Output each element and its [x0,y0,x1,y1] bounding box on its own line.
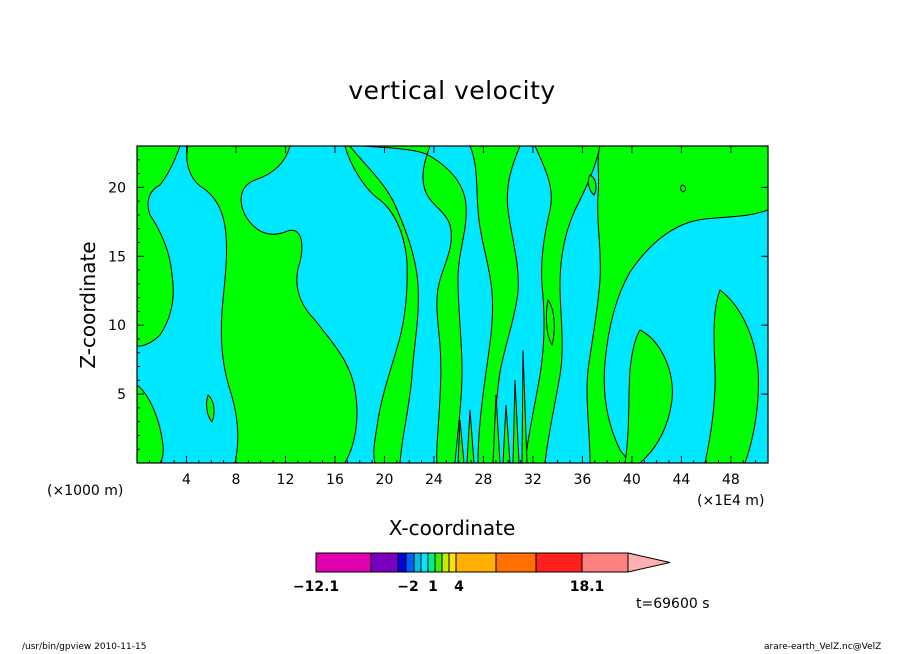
colorbar-tick-label: −12.1 [293,579,339,595]
x-unit-note: (×1E4 m) [697,493,765,509]
y-tick-label: 10 [108,318,126,334]
x-tick-label: 24 [425,472,443,488]
positive-velocity-region [186,146,358,463]
colorbar-segment [427,552,436,573]
positive-velocity-region [359,146,467,463]
colorbar-segment [405,552,415,573]
colorbar-segment [370,552,399,573]
time-stamp-label: t=69600 s [636,596,710,612]
colorbar-tick-label: 4 [454,579,464,595]
y-tick-label: 5 [117,387,126,403]
positive-velocity-region [457,419,465,463]
y-tick-label: 20 [108,180,126,196]
footer-program-date: /usr/bin/gpview 2010-11-15 [22,642,147,652]
colorbar-segment [535,552,583,573]
colorbar-tick-label: 18.1 [570,579,605,595]
colorbar-segment [397,552,407,573]
colorbar-tick-label: −2 [397,579,418,595]
x-axis-label: X-coordinate [388,516,516,540]
chart-title: vertical velocity [348,76,556,105]
positive-velocity-region [586,146,768,463]
x-tick-label: 48 [722,472,740,488]
positive-velocity-region [502,404,511,463]
colorbar-segment [420,552,429,573]
positive-velocity-region [704,289,759,463]
x-scale-note: (×1000 m) [47,483,124,499]
colorbar: −12.1 −2 1 4 18.1 [293,552,671,595]
positive-velocity-region [300,146,419,463]
x-tick-label: 12 [277,472,295,488]
positive-velocity-region [524,146,601,463]
footer-file-variable: arare-earth_VelZ.nc@VelZ [764,642,882,652]
colorbar-segment [455,552,497,573]
x-tick-label: 28 [475,472,493,488]
colorbar-segment [495,552,537,573]
y-tick-label: 15 [108,249,126,265]
positive-velocity-region [137,384,164,463]
positive-velocity-region [466,409,475,463]
x-axis: 4 8 12 16 20 24 28 32 36 40 44 48 [148,146,769,488]
y-axis-label: Z-coordinate [76,241,100,369]
positive-velocity-region [206,394,215,423]
colorbar-segment [413,552,422,573]
positive-velocity-region [587,174,597,196]
plot-frame [136,145,769,464]
x-tick-label: 8 [232,472,241,488]
positive-velocity-regions [137,146,768,463]
colorbar-extend-arrow [627,552,671,573]
positive-velocity-region [137,146,181,347]
x-tick-label: 44 [672,472,690,488]
colorbar-segment [315,552,372,573]
positive-velocity-region [624,329,673,463]
x-tick-label: 36 [573,472,591,488]
y-axis: 5 10 15 20 [108,145,768,450]
x-tick-label: 40 [623,472,641,488]
x-tick-label: 32 [524,472,542,488]
positive-velocity-region [512,379,520,463]
x-tick-label: 16 [326,472,344,488]
colorbar-segment [581,552,629,573]
positive-velocity-region [545,298,555,347]
colorbar-segment [441,552,450,573]
colorbar-tick-label: 1 [428,579,438,595]
colorbar-segment [434,552,443,573]
positive-velocity-region [492,394,501,463]
contour-plot-area [137,146,768,463]
x-tick-label: 20 [376,472,394,488]
colorbar-segment [448,552,457,573]
positive-velocity-region [680,184,686,193]
x-tick-label: 4 [182,472,191,488]
positive-velocity-region [521,349,528,463]
